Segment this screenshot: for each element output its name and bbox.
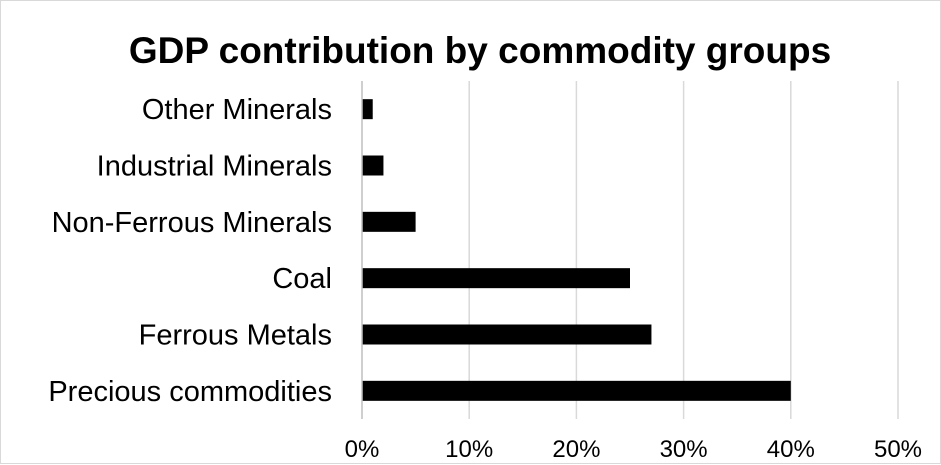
category-label-coal: Coal: [272, 263, 332, 295]
x-tick-label-0: 0%: [345, 436, 380, 463]
x-tick-label-20: 20%: [552, 436, 600, 463]
category-label-industrial-minerals: Industrial Minerals: [97, 151, 332, 183]
x-tick-label-30: 30%: [660, 436, 708, 463]
chart-title: GDP contribution by commodity groups: [129, 30, 831, 71]
bars: [362, 99, 791, 401]
bar-coal: [362, 268, 630, 289]
bar-other-minerals: [362, 99, 373, 120]
bar-precious-commodities: [362, 380, 791, 401]
x-tick-labels: 0% 10% 20% 30% 40% 50%: [345, 436, 922, 463]
category-label-non-ferrous-minerals: Non-Ferrous Minerals: [52, 207, 332, 239]
category-label-precious-commodities: Precious commodities: [48, 376, 332, 408]
bar-non-ferrous-minerals: [362, 211, 416, 232]
x-tick-label-50: 50%: [874, 436, 922, 463]
bar-industrial-minerals: [362, 155, 384, 176]
category-labels: Other Minerals Industrial Minerals Non-Fer…: [48, 94, 332, 408]
x-tick-label-10: 10%: [445, 436, 493, 463]
bar-ferrous-metals: [362, 324, 652, 345]
gridlines: [468, 81, 899, 419]
category-label-ferrous-metals: Ferrous Metals: [139, 320, 332, 352]
x-tick-label-40: 40%: [767, 436, 815, 463]
category-label-other-minerals: Other Minerals: [142, 94, 332, 126]
